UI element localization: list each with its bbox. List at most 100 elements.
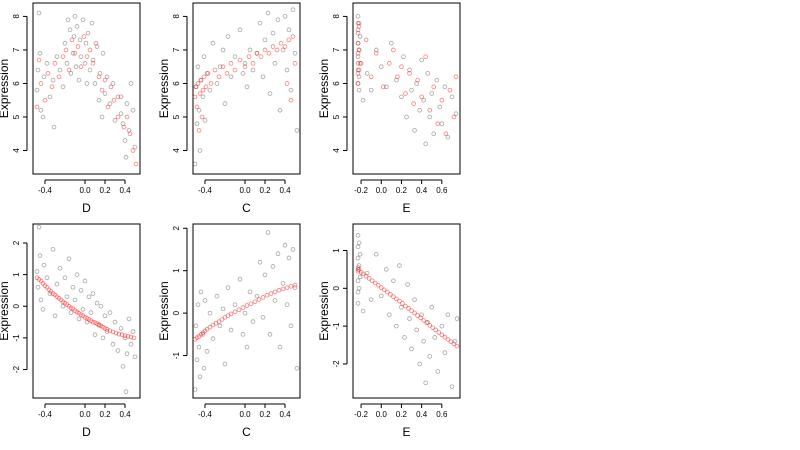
plot-frame xyxy=(32,2,141,175)
data-point xyxy=(453,111,459,116)
y-tick-label: 4 xyxy=(172,148,181,153)
data-point xyxy=(435,369,441,374)
data-point xyxy=(266,50,272,56)
data-point xyxy=(355,233,361,238)
data-point xyxy=(197,148,203,153)
data-point xyxy=(414,327,419,333)
data-point xyxy=(68,310,74,315)
y-tick-label: 6 xyxy=(332,81,341,86)
data-point xyxy=(244,303,250,308)
data-point xyxy=(250,61,256,66)
data-point xyxy=(81,34,87,39)
x-tick-label: -0.2 xyxy=(354,410,368,419)
data-point xyxy=(355,54,361,59)
data-point xyxy=(228,61,234,66)
data-point xyxy=(240,71,246,76)
data-point xyxy=(436,330,442,335)
x-tick-label: 0.6 xyxy=(436,410,448,419)
data-point xyxy=(205,71,211,76)
data-point xyxy=(449,94,455,100)
data-point xyxy=(363,37,369,43)
data-point xyxy=(201,54,207,59)
data-point xyxy=(421,318,426,323)
data-point xyxy=(389,40,394,46)
data-point xyxy=(290,247,296,252)
data-point xyxy=(237,57,243,63)
data-point xyxy=(375,282,381,288)
data-point xyxy=(124,351,130,357)
data-point xyxy=(80,17,86,23)
data-point xyxy=(429,91,435,96)
data-point xyxy=(268,291,274,296)
data-point xyxy=(105,104,111,110)
data-point xyxy=(50,247,56,252)
data-point xyxy=(280,286,286,292)
data-point xyxy=(276,287,282,293)
data-point xyxy=(439,121,445,127)
data-point xyxy=(282,14,288,19)
data-point xyxy=(394,323,399,329)
data-point xyxy=(407,67,412,73)
data-point xyxy=(52,61,58,66)
data-point xyxy=(214,293,220,299)
data-point xyxy=(60,84,66,90)
data-point xyxy=(72,297,78,303)
data-point xyxy=(403,91,408,96)
data-point xyxy=(224,71,230,76)
data-point xyxy=(417,361,422,367)
data-point xyxy=(288,323,294,329)
data-point xyxy=(102,77,108,83)
data-point xyxy=(228,311,234,317)
data-point xyxy=(257,259,263,265)
data-point xyxy=(125,334,131,339)
data-point xyxy=(71,34,77,39)
plot-frame xyxy=(352,223,461,399)
data-point xyxy=(260,74,266,80)
data-point xyxy=(404,114,409,120)
data-point xyxy=(118,111,124,116)
data-point xyxy=(439,332,445,338)
data-point xyxy=(442,84,448,90)
data-point xyxy=(200,94,206,100)
data-point xyxy=(357,274,363,280)
data-point xyxy=(90,291,96,296)
data-point xyxy=(216,74,222,80)
data-point xyxy=(277,107,283,113)
data-point xyxy=(77,37,83,43)
data-point xyxy=(210,40,216,46)
data-point xyxy=(363,273,369,279)
data-point xyxy=(78,54,84,59)
data-point xyxy=(102,91,108,96)
data-point xyxy=(54,281,60,287)
data-point xyxy=(418,315,423,321)
series-0 xyxy=(192,7,300,167)
y-axis-title: Expression xyxy=(317,281,331,340)
data-point xyxy=(431,131,437,137)
data-point xyxy=(385,289,390,295)
data-point xyxy=(373,251,379,257)
data-point xyxy=(355,40,361,46)
y-tick-label: 1 xyxy=(12,272,21,277)
data-point xyxy=(292,285,298,290)
y-tick-label: 6 xyxy=(172,81,181,86)
data-point xyxy=(201,74,207,80)
data-point xyxy=(421,338,426,344)
data-point xyxy=(194,357,200,363)
data-point xyxy=(204,326,210,332)
data-point xyxy=(52,313,58,319)
data-point xyxy=(207,310,213,316)
data-point xyxy=(128,81,134,86)
data-point xyxy=(454,343,460,349)
x-axis-title: E xyxy=(402,201,410,215)
y-tick-label: 1 xyxy=(332,248,341,253)
data-point xyxy=(356,267,362,272)
data-point xyxy=(116,331,122,337)
y-tick-label: 0 xyxy=(12,303,21,308)
data-point xyxy=(247,289,253,295)
data-point xyxy=(288,87,294,93)
y-tick-label: 5 xyxy=(172,114,181,119)
data-point xyxy=(427,114,433,120)
data-point xyxy=(130,148,136,153)
data-point xyxy=(242,64,248,70)
data-point xyxy=(40,307,46,312)
